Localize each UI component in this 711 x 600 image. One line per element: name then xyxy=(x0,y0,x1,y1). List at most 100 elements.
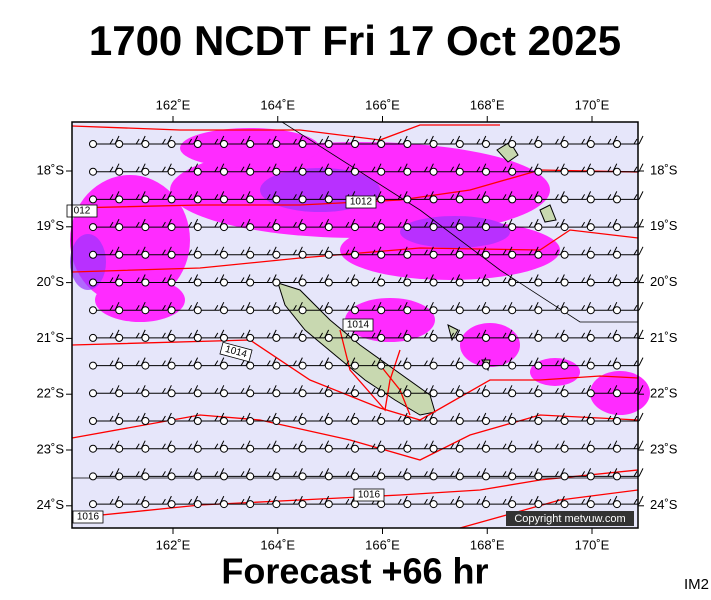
barb-station xyxy=(324,500,333,509)
frame-border xyxy=(71,121,639,529)
barb-station xyxy=(534,472,543,481)
wind-barb xyxy=(193,246,225,259)
wind-barb xyxy=(455,440,487,453)
barb-station xyxy=(272,333,281,342)
barb-feather xyxy=(476,498,481,505)
barb-station xyxy=(351,417,359,425)
wind-barb xyxy=(89,135,120,148)
barb-feather xyxy=(476,471,481,477)
barb-feather xyxy=(135,471,140,477)
barb-feather xyxy=(161,360,166,366)
wind-barb xyxy=(508,218,539,232)
wind-barb xyxy=(560,218,592,232)
barb-feather xyxy=(607,415,612,422)
barb-feather xyxy=(135,388,140,394)
barb-station xyxy=(560,472,569,481)
barb-station xyxy=(193,250,202,259)
barb-station xyxy=(115,223,124,232)
barb-feather xyxy=(214,194,219,200)
copyright: Copyright metvuw.com xyxy=(514,513,625,525)
barb-feather xyxy=(450,332,455,339)
barb-station xyxy=(246,140,255,148)
barb-feather xyxy=(109,388,114,394)
barb-station xyxy=(560,306,569,315)
barb-feather xyxy=(633,332,638,339)
barb-station xyxy=(89,472,97,481)
lon-label: 166˚E xyxy=(365,537,400,552)
lat-label: 19˚S xyxy=(650,218,678,233)
barb-station xyxy=(141,167,150,176)
wind-barb xyxy=(246,412,277,425)
barb-feather xyxy=(607,221,612,228)
wind-barb xyxy=(298,246,330,259)
barb-station xyxy=(482,278,490,287)
wind-barb xyxy=(167,329,199,342)
barb-feather xyxy=(371,166,376,172)
barb-station xyxy=(272,500,281,509)
barb-station xyxy=(167,250,176,259)
barb-station xyxy=(508,306,517,315)
barb-station xyxy=(403,472,412,481)
barb-station xyxy=(298,167,307,176)
barb-feather xyxy=(607,332,612,339)
barb-feather xyxy=(581,277,586,283)
barb-station xyxy=(613,500,621,509)
barb-station xyxy=(351,444,359,453)
barb-feather xyxy=(554,360,559,366)
barb-station xyxy=(455,389,464,398)
wind-barb xyxy=(482,440,513,453)
barb-station xyxy=(246,389,255,398)
barb-station xyxy=(220,333,228,342)
barb-station xyxy=(377,223,386,232)
wind-barb xyxy=(586,412,618,425)
barb-station xyxy=(193,306,202,315)
graticule-labels: 162˚E 162˚E 164˚E 164˚E 166˚E 166˚E 168˚E 168˚E… xyxy=(37,97,678,552)
barb-station xyxy=(89,417,97,425)
barb-feather xyxy=(161,471,166,477)
wind-barb xyxy=(115,191,146,204)
barb-feather xyxy=(371,221,376,228)
barb-feather xyxy=(554,166,559,172)
barb-station xyxy=(141,389,150,398)
barb-feather xyxy=(450,277,455,283)
barb-station xyxy=(482,223,490,232)
barb-feather xyxy=(633,388,638,394)
wind-barb xyxy=(613,329,644,342)
wind-barb xyxy=(508,440,539,453)
barb-station xyxy=(613,389,621,398)
barb-feather xyxy=(502,194,507,200)
barb-feather xyxy=(638,495,644,505)
barb-feather xyxy=(109,304,114,311)
barb-feather xyxy=(214,360,219,366)
barb-station xyxy=(534,333,543,342)
barb-station xyxy=(351,472,359,481)
barb-feather xyxy=(266,221,271,228)
barb-feather xyxy=(345,360,350,366)
barb-station xyxy=(246,500,255,509)
wind-barb xyxy=(246,218,277,232)
barb-station xyxy=(560,278,569,287)
barb-station xyxy=(377,444,386,453)
barb-feather xyxy=(397,249,402,256)
barb-feather xyxy=(554,415,559,422)
barb-station xyxy=(377,250,386,259)
barb-station xyxy=(246,167,255,176)
barb-feather xyxy=(371,277,376,283)
barb-station xyxy=(272,389,281,398)
wind-barbs xyxy=(89,135,644,509)
barb-feather xyxy=(188,221,193,228)
barb-feather xyxy=(581,249,586,256)
barb-station xyxy=(586,278,595,287)
lat-label: 21˚S xyxy=(650,330,678,345)
barb-feather xyxy=(450,249,455,256)
barb-feather xyxy=(188,249,193,256)
wind-barb xyxy=(613,218,644,232)
wind-barb xyxy=(613,163,644,176)
barb-station xyxy=(141,361,150,370)
barb-station xyxy=(193,278,202,287)
wind-barb xyxy=(403,135,434,148)
wind-barb xyxy=(534,191,565,204)
barb-station xyxy=(613,333,621,342)
barb-feather xyxy=(450,166,455,172)
